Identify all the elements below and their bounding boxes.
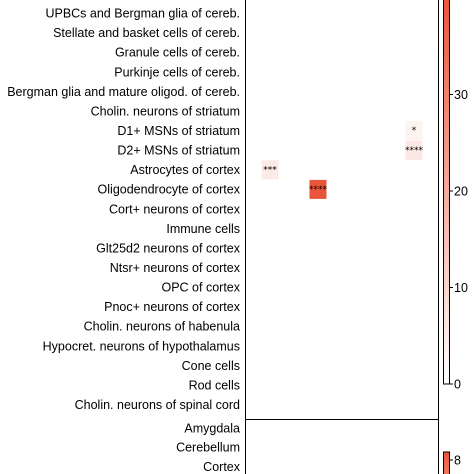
lower-colorbar-gradient [443, 451, 450, 474]
row-label: D2+ MSNs of striatum [117, 144, 240, 158]
row-label: Glt25d2 neurons of cortex [96, 241, 241, 255]
lower-row-label: Cortex [203, 460, 241, 474]
row-label: OPC of cortex [162, 281, 241, 295]
row-label: Granule cells of cereb. [115, 46, 240, 60]
row-label: Stellate and basket cells of cereb. [53, 26, 240, 40]
row-labels: UPBCs and Bergman glia of cereb. Stellate… [7, 7, 241, 412]
heatmap-cell [309, 179, 327, 199]
lower-colorbar-tick-label: 8 [454, 453, 461, 467]
lower-colorbar-tick-label: 6 [454, 473, 461, 474]
row-label: Cone cells [182, 359, 240, 373]
row-label: UPBCs and Bergman glia of cereb. [45, 7, 240, 21]
significance-label: **** [309, 185, 328, 195]
heatmap-cell [405, 140, 423, 160]
heatmap-cell [405, 121, 423, 141]
colorbar: 0 10 20 30 [443, 0, 468, 391]
row-label: Astrocytes of cortex [130, 163, 241, 177]
row-label: Pnoc+ neurons of cortex [104, 300, 241, 314]
significance-label: **** [405, 146, 424, 156]
row-label: Ntsr+ neurons of cortex [110, 261, 241, 275]
row-label: Immune cells [166, 222, 240, 236]
row-label: Purkinje cells of cereb. [114, 65, 240, 79]
row-label: Bergman glia and mature oligod. of cereb… [7, 85, 240, 99]
colorbar-ticks: 0 10 20 30 [449, 88, 468, 391]
row-label: Hypocret. neurons of hypothalamus [43, 339, 240, 353]
lower-colorbar: 86 [443, 451, 461, 474]
colorbar-gradient [443, 0, 450, 385]
lower-row-label: Amygdala [184, 421, 240, 435]
lower-row-labels: Amygdala Cerebellum Cortex [176, 421, 241, 474]
lower-colorbar-ticks: 86 [449, 453, 461, 474]
lower-heatmap-panel: Amygdala Cerebellum Cortex [176, 420, 439, 474]
upper-heatmap-panel: UPBCs and Bergman glia of cereb. Stellate… [7, 0, 439, 420]
row-label: Cort+ neurons of cortex [109, 202, 241, 216]
row-label: Cholin. neurons of habenula [84, 320, 240, 334]
colorbar-tick-label: 20 [454, 184, 468, 198]
row-label: Cholin. neurons of spinal cord [75, 398, 240, 412]
heatmap-cells: ************ [261, 121, 424, 199]
colorbar-tick-label: 0 [454, 377, 461, 391]
significance-label: * [412, 126, 417, 136]
row-label: Rod cells [189, 378, 240, 392]
row-label: Oligodendrocyte of cortex [98, 183, 241, 197]
colorbar-tick-label: 30 [454, 88, 468, 102]
row-label: Cholin. neurons of striatum [91, 104, 240, 118]
heatmap-cell [261, 160, 279, 180]
significance-label: *** [263, 165, 277, 175]
lower-row-label: Cerebellum [176, 441, 240, 455]
row-label: D1+ MSNs of striatum [117, 124, 240, 138]
colorbar-tick-label: 10 [454, 281, 468, 295]
